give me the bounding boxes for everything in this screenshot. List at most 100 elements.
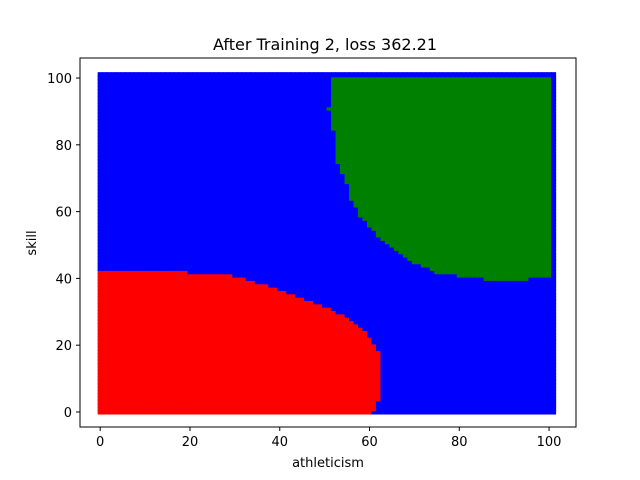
data-point — [97, 82, 103, 88]
data-point — [196, 168, 202, 175]
data-point — [115, 356, 121, 362]
data-point — [164, 155, 171, 161]
data-point — [245, 312, 251, 318]
data-point — [259, 259, 265, 265]
data-point — [259, 275, 265, 281]
data-point — [133, 329, 139, 335]
data-point — [254, 239, 260, 245]
data-point — [147, 205, 153, 211]
data-point — [106, 406, 112, 412]
data-point — [259, 329, 265, 335]
data-point — [182, 379, 189, 385]
data-point — [196, 402, 202, 408]
data-point — [106, 148, 112, 155]
data-point — [156, 148, 162, 155]
data-point — [133, 392, 139, 398]
data-point — [187, 335, 193, 342]
data-point — [182, 128, 189, 135]
data-point — [223, 189, 229, 195]
data-point — [259, 302, 265, 308]
data-point — [120, 152, 126, 158]
data-point — [209, 72, 215, 78]
data-point — [205, 82, 211, 88]
data-point — [205, 359, 211, 365]
data-point — [129, 88, 135, 94]
data-point — [241, 319, 247, 325]
data-point — [156, 152, 162, 158]
data-point — [191, 95, 198, 101]
data-point — [129, 402, 135, 408]
data-point — [223, 262, 229, 268]
data-point — [187, 132, 193, 138]
data-point — [209, 245, 215, 251]
data-point — [205, 409, 211, 415]
data-point — [97, 222, 103, 228]
data-point — [173, 402, 180, 408]
data-point — [196, 175, 202, 181]
data-point — [151, 155, 157, 161]
data-point — [169, 409, 175, 415]
data-point — [142, 359, 148, 365]
data-point — [223, 152, 229, 158]
data-point — [102, 279, 108, 285]
data-point — [254, 299, 260, 305]
data-point — [178, 396, 184, 402]
data-point — [156, 205, 162, 211]
data-point — [142, 389, 148, 395]
data-point — [236, 108, 242, 114]
data-point — [160, 339, 166, 345]
data-point — [173, 185, 180, 191]
data-point — [218, 382, 224, 388]
data-point — [214, 125, 220, 131]
data-point — [97, 399, 103, 405]
data-point — [200, 249, 206, 255]
data-point — [209, 225, 215, 231]
data-point — [142, 85, 148, 91]
data-point — [120, 409, 126, 415]
data-point — [223, 175, 229, 181]
data-point — [254, 325, 260, 332]
data-point — [111, 98, 117, 104]
data-point — [106, 322, 112, 328]
data-point — [111, 389, 117, 395]
data-point — [232, 329, 238, 335]
data-point — [277, 72, 283, 78]
data-point — [102, 225, 108, 231]
data-point — [205, 302, 211, 308]
data-point — [97, 192, 103, 198]
data-point — [268, 222, 274, 228]
data-point — [115, 309, 121, 315]
data-point — [102, 219, 108, 225]
data-point — [115, 269, 121, 275]
data-point — [120, 325, 126, 332]
data-point — [178, 215, 184, 221]
data-point — [227, 356, 233, 362]
data-point — [214, 245, 220, 251]
data-point — [129, 345, 135, 352]
data-point — [138, 389, 144, 395]
data-point — [124, 319, 130, 325]
data-point — [156, 269, 162, 275]
data-point — [241, 122, 247, 128]
data-point — [227, 182, 233, 188]
data-point — [245, 155, 251, 161]
data-point — [218, 229, 224, 235]
data-point — [115, 199, 121, 205]
data-point — [102, 245, 108, 251]
data-point — [236, 379, 242, 385]
data-point — [97, 356, 103, 362]
data-point — [142, 185, 148, 191]
data-point — [138, 295, 144, 301]
data-point — [160, 352, 166, 358]
data-point — [196, 138, 202, 145]
data-point — [124, 175, 130, 181]
data-point — [173, 155, 180, 161]
data-point — [200, 292, 206, 298]
data-point — [138, 305, 144, 311]
data-point — [120, 255, 126, 261]
data-point — [200, 379, 206, 385]
data-point — [205, 239, 211, 245]
data-point — [102, 319, 108, 325]
data-point — [133, 389, 139, 395]
data-point — [232, 299, 238, 305]
